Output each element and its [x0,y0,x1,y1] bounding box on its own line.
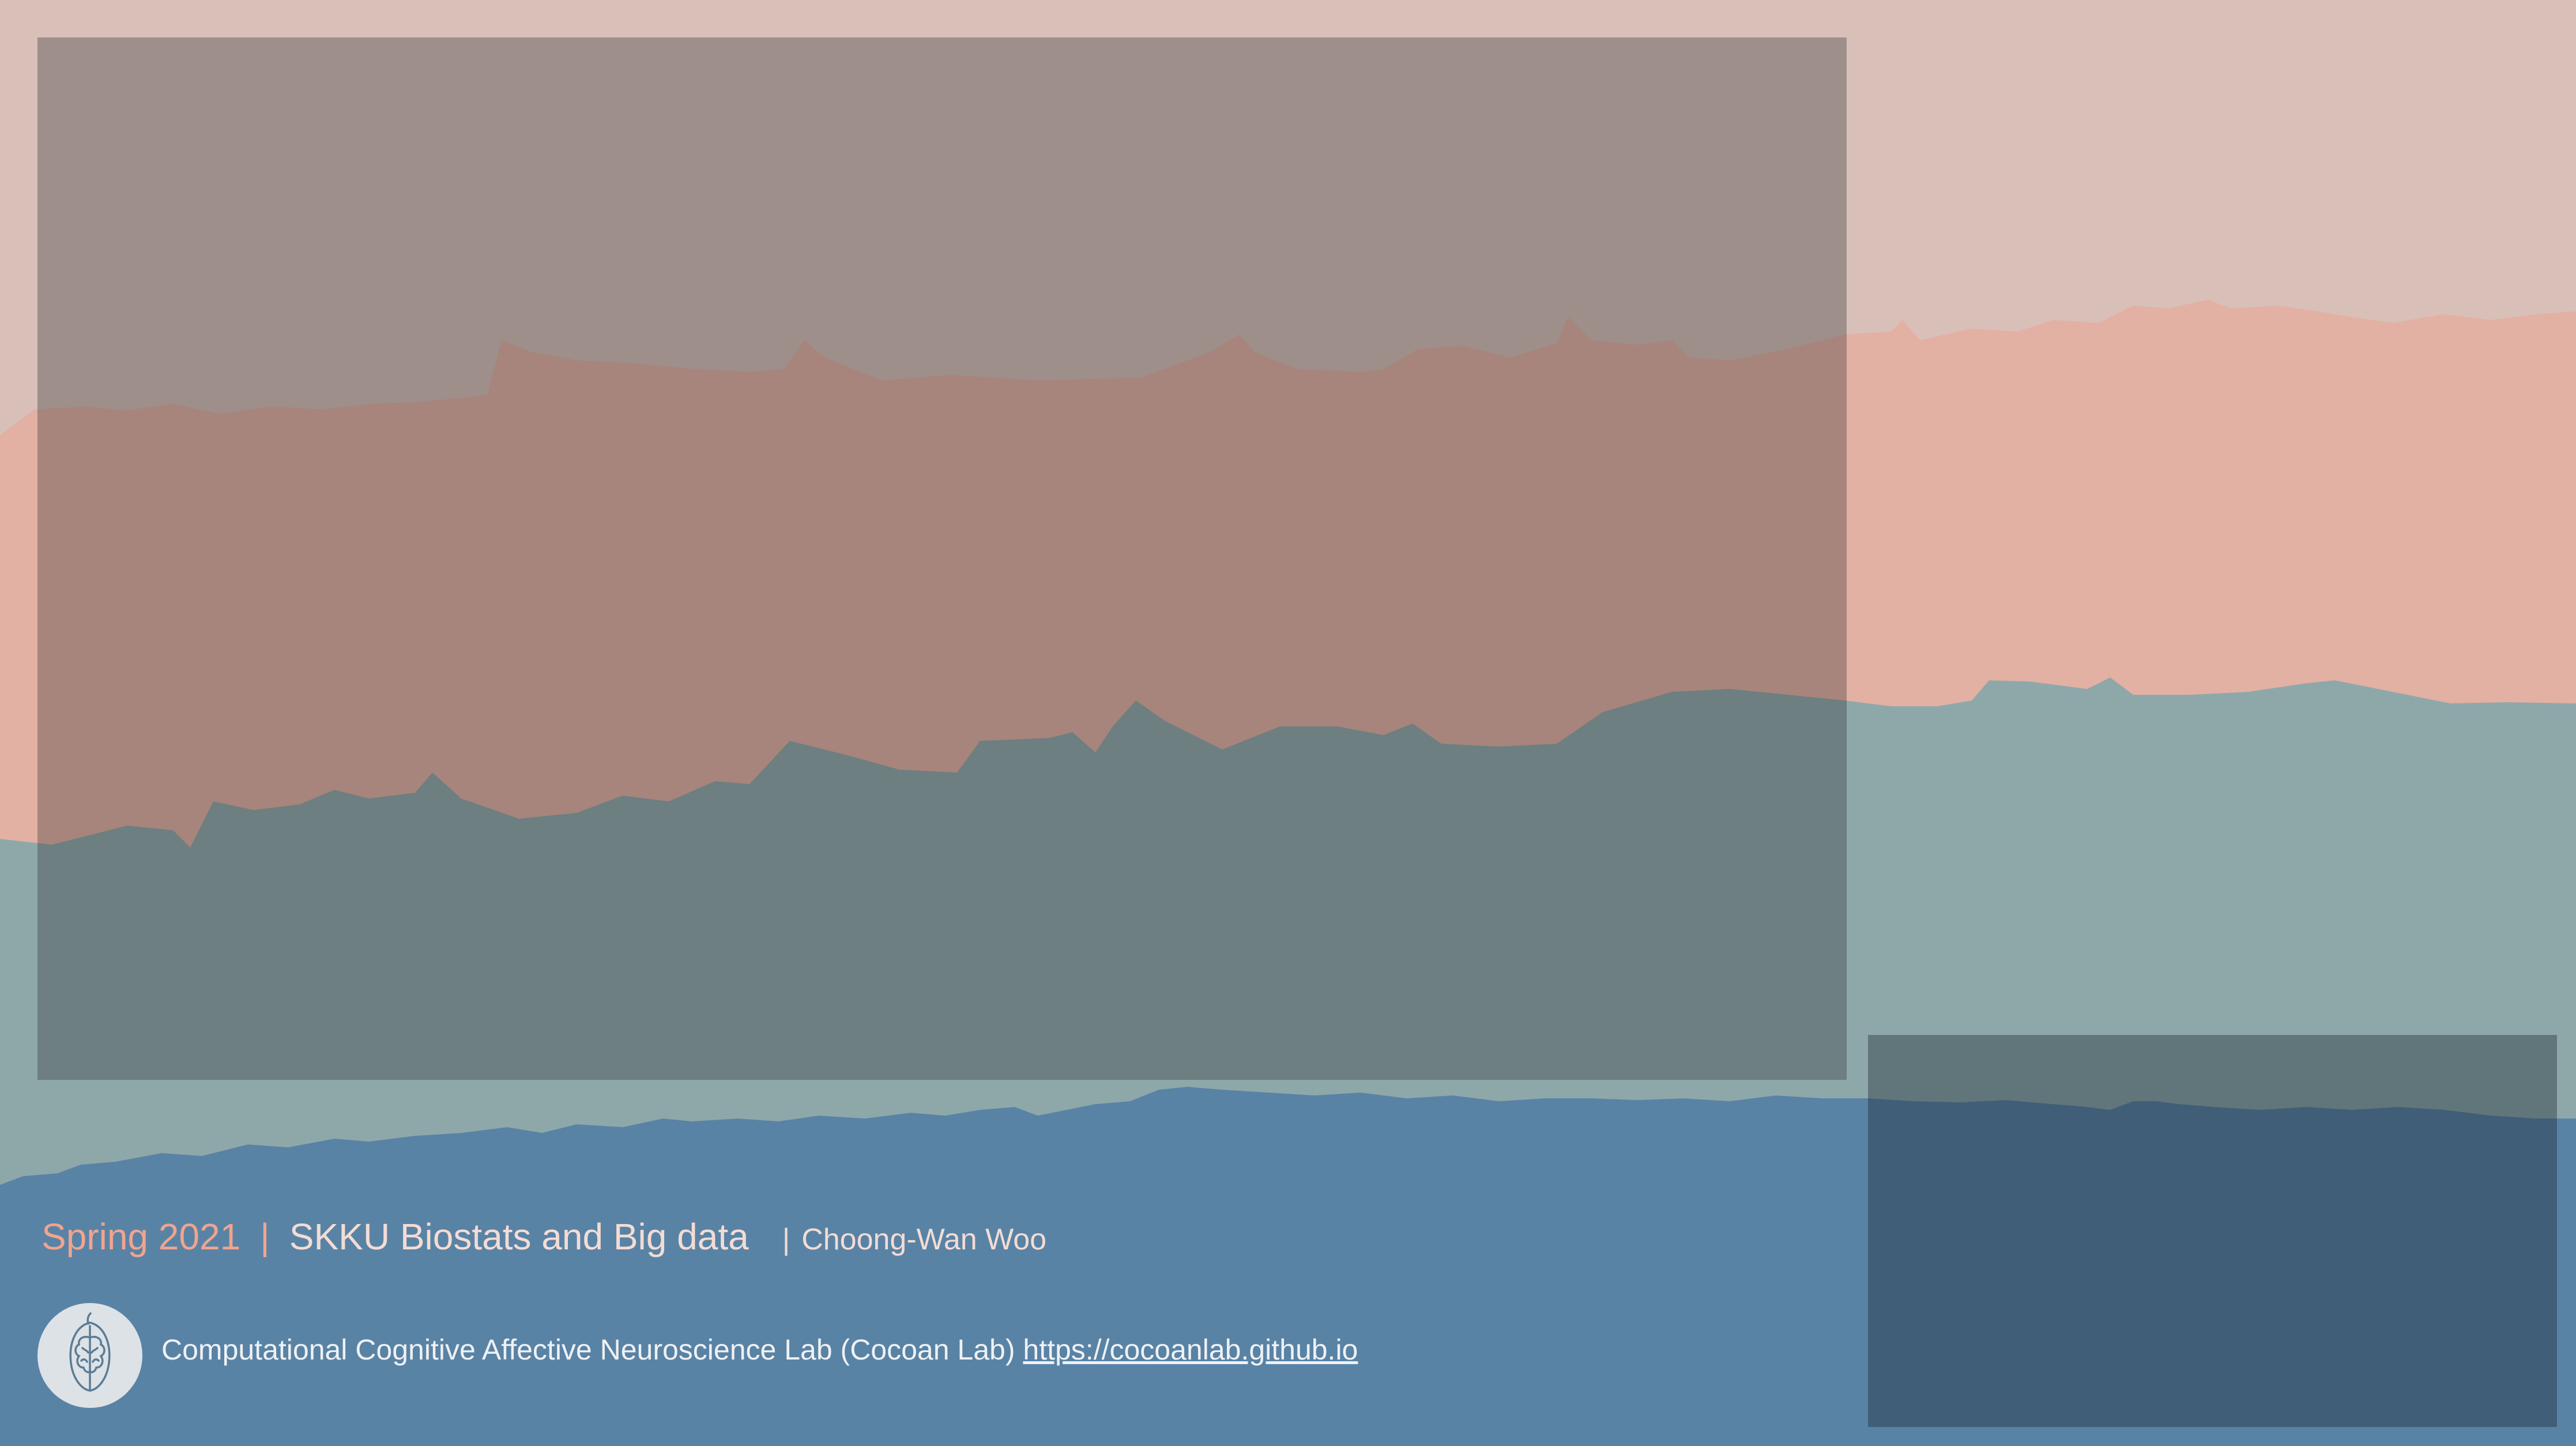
lab-website-link[interactable]: https://cocoanlab.github.io [1023,1334,1358,1366]
blue-band [0,1087,2576,1446]
separator: | [260,1216,270,1257]
video-panel [1868,1035,2557,1427]
lab-logo [37,1303,142,1408]
content-panel [37,37,1847,1080]
course-info-line: Spring 2021 | SKKU Biostats and Big data… [42,1215,1046,1267]
author-name: Choong-Wan Woo [801,1223,1047,1256]
brain-seed-icon [69,1312,111,1392]
lab-info-line: Computational Cognitive Affective Neuros… [161,1333,1358,1366]
course-title: SKKU Biostats and Big data [289,1216,749,1257]
author-separator: | [782,1223,790,1256]
lab-name: Computational Cognitive Affective Neuros… [161,1334,1015,1366]
semester-label: Spring 2021 [42,1216,241,1257]
